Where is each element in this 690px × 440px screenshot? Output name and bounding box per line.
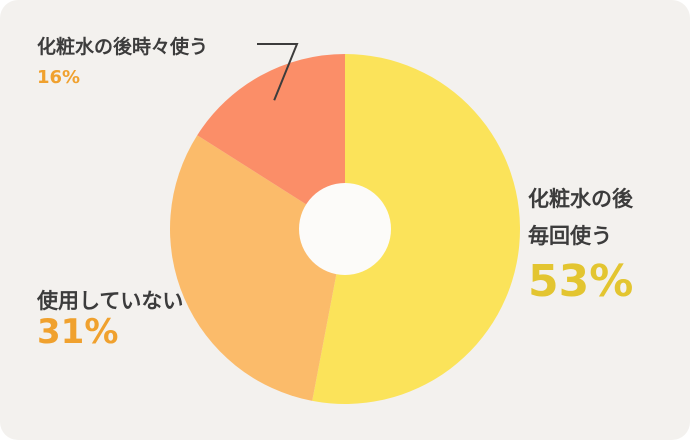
slice-unused — [169, 135, 345, 401]
label-unused: 使用していない — [37, 289, 184, 313]
slice-sometimes — [197, 54, 345, 229]
label-often-line1: 化粧水の後 — [528, 187, 633, 211]
slice-often — [312, 54, 521, 404]
leader-line — [257, 43, 299, 101]
value-often: 53% — [528, 256, 634, 307]
label-often-line2: 毎回使う — [528, 224, 612, 248]
label-sometimes: 化粧水の後時々使う — [37, 36, 209, 58]
donut-hole — [299, 183, 391, 275]
value-sometimes: 16% — [37, 67, 81, 88]
value-unused: 31% — [37, 312, 119, 352]
